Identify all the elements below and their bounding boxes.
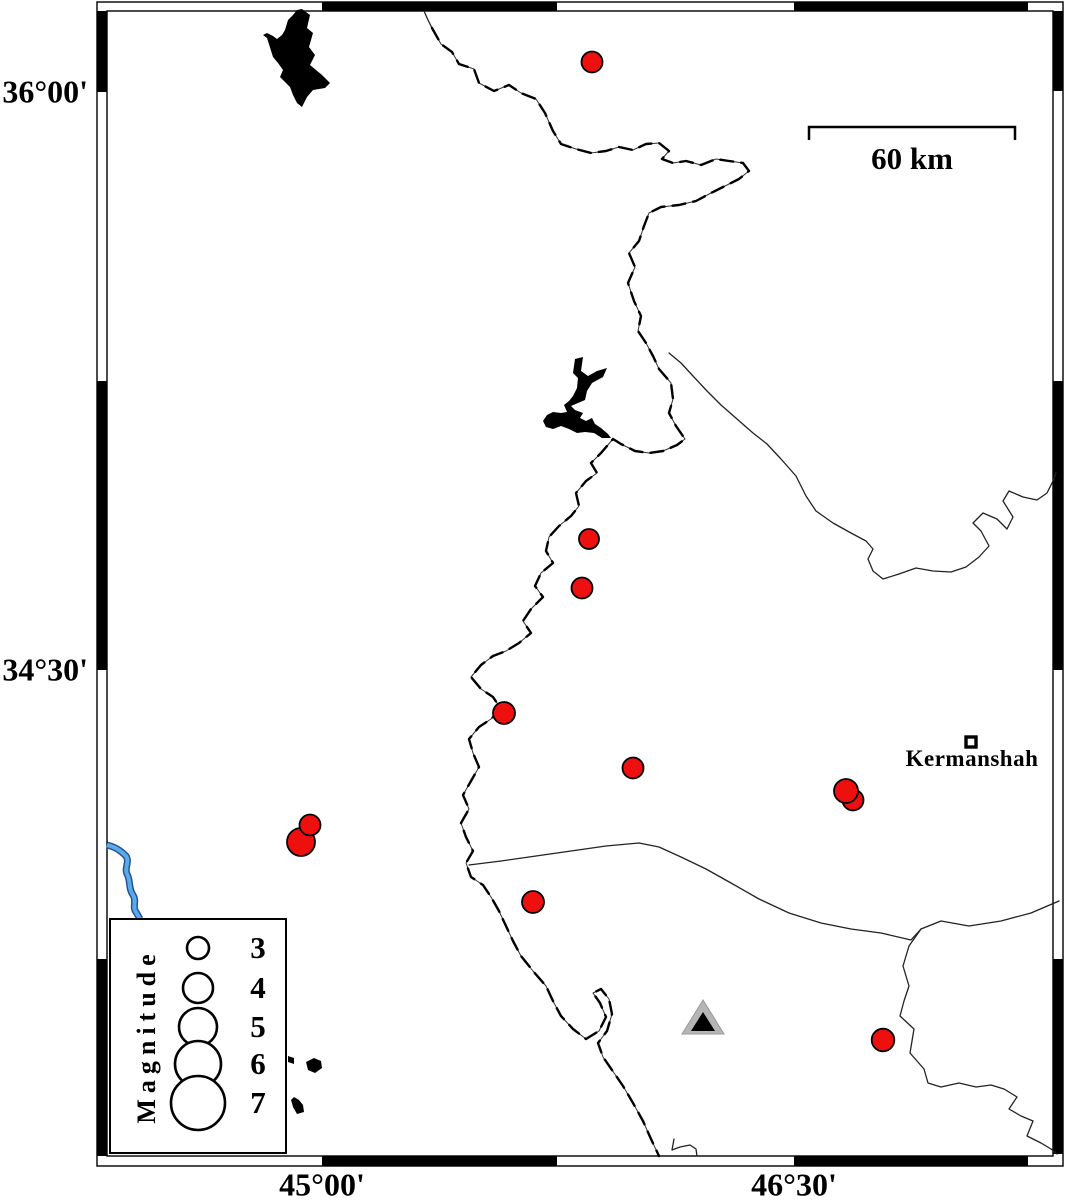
city-square-marker	[964, 735, 978, 749]
river-line	[423, 10, 433, 29]
lake-fragment	[288, 1056, 294, 1064]
lake-fragment	[306, 1058, 322, 1073]
legend-title: Magnitude	[132, 948, 161, 1124]
border-dashed-line	[430, 26, 751, 1158]
legend-value-4: 4	[250, 970, 266, 1005]
earthquake-marker	[492, 701, 516, 725]
scale-bar	[807, 125, 1017, 140]
legend-circle-mag-7	[169, 1074, 227, 1132]
legend-value-7: 7	[250, 1085, 266, 1120]
earthquake-marker	[578, 528, 600, 550]
legend-circle-mag-4	[181, 971, 215, 1005]
earthquake-markers	[286, 50, 896, 1053]
earthquake-marker	[570, 576, 594, 600]
country-border	[430, 26, 751, 1158]
earthquake-marker	[870, 1027, 896, 1053]
river-blue	[106, 843, 142, 920]
earthquake-marker	[833, 778, 859, 804]
river-line	[899, 900, 1060, 1155]
river-line	[668, 352, 1057, 580]
legend-value-6: 6	[250, 1046, 266, 1081]
city-label-kermanshah: Kermanshah	[905, 746, 1039, 771]
x-axis-label-45-00: 45°00'	[279, 1166, 365, 1203]
legend-value-5: 5	[250, 1009, 266, 1044]
legend-magnitude-circles	[169, 935, 227, 1132]
lake-north	[263, 9, 330, 107]
earthquake-marker	[521, 890, 545, 914]
river-line	[671, 1138, 698, 1157]
x-axis-label-46-30: 46°30'	[751, 1166, 837, 1203]
lakes	[106, 9, 611, 1114]
scale-bar-label: 60 km	[871, 141, 953, 176]
map-frame	[96, 1, 1064, 1167]
y-axis-label-34-30: 34°30'	[2, 651, 88, 688]
lake-fragment	[291, 1097, 304, 1114]
earthquake-marker	[621, 756, 645, 780]
station-triangle-icon	[681, 999, 725, 1035]
legend-value-3: 3	[250, 930, 266, 965]
y-axis-label-36-00: 36°00'	[2, 73, 88, 110]
river-line	[468, 842, 922, 941]
earthquake-marker	[580, 50, 604, 74]
lake-middle	[543, 357, 611, 438]
rivers	[423, 10, 1060, 1157]
legend-circle-mag-3	[185, 935, 211, 961]
earthquake-marker	[298, 813, 322, 837]
